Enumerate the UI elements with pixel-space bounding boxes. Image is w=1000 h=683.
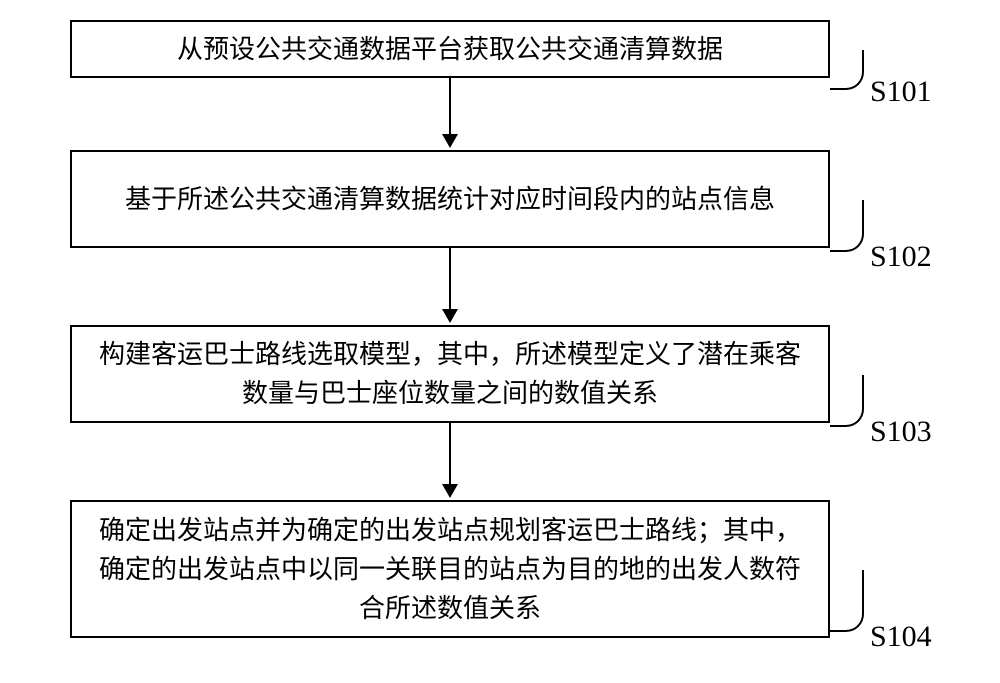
bracket-s103 (830, 375, 864, 427)
step-text: 从预设公共交通数据平台获取公共交通清算数据 (177, 30, 723, 69)
step-box-s101: 从预设公共交通数据平台获取公共交通清算数据 (70, 20, 830, 78)
step-text: 确定出发站点并为确定的出发站点规划客运巴士路线；其中，确定的出发站点中以同一关联… (92, 511, 808, 628)
arrow-line (449, 423, 451, 484)
arrow-head (442, 134, 458, 148)
step-box-s104: 确定出发站点并为确定的出发站点规划客运巴士路线；其中，确定的出发站点中以同一关联… (70, 500, 830, 638)
flowchart-canvas: 从预设公共交通数据平台获取公共交通清算数据 S101 基于所述公共交通清算数据统… (0, 0, 1000, 683)
arrow-line (449, 248, 451, 309)
arrow-line (449, 78, 451, 134)
step-text: 基于所述公共交通清算数据统计对应时间段内的站点信息 (125, 180, 775, 219)
step-label-s103: S103 (870, 415, 932, 449)
bracket-s102 (830, 200, 864, 252)
step-text: 构建客运巴士路线选取模型，其中，所述模型定义了潜在乘客数量与巴士座位数量之间的数… (92, 335, 808, 413)
step-box-s103: 构建客运巴士路线选取模型，其中，所述模型定义了潜在乘客数量与巴士座位数量之间的数… (70, 325, 830, 423)
arrow-head (442, 309, 458, 323)
bracket-s104 (830, 570, 864, 632)
bracket-s101 (830, 50, 864, 90)
step-box-s102: 基于所述公共交通清算数据统计对应时间段内的站点信息 (70, 150, 830, 248)
arrow-head (442, 484, 458, 498)
step-label-s101: S101 (870, 75, 932, 109)
step-label-s104: S104 (870, 620, 932, 654)
step-label-s102: S102 (870, 240, 932, 274)
